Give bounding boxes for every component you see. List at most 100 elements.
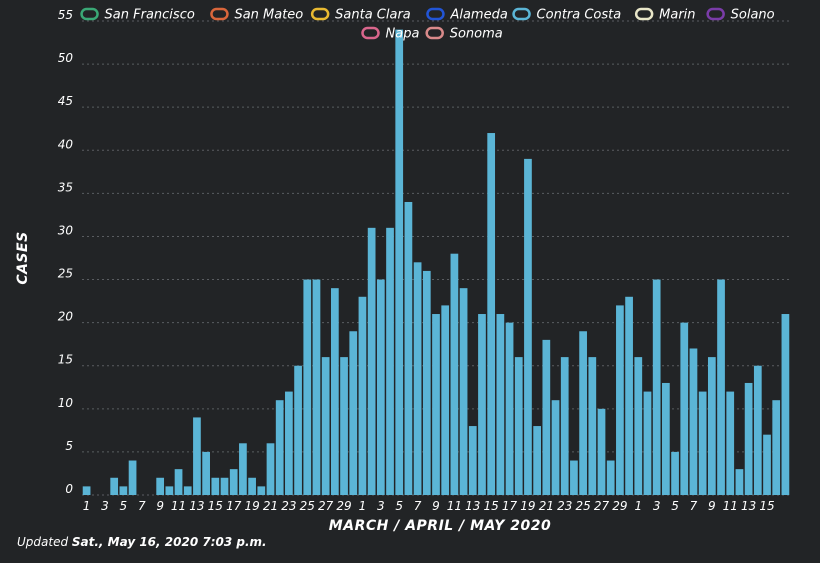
bar [763,434,771,495]
x-tick-label: 15 [208,499,223,513]
bar [781,314,790,495]
legend-label: Marin [659,8,695,23]
bar [570,460,578,495]
x-tick-label: 1 [83,499,91,513]
bar [450,253,459,495]
bar [533,426,542,495]
y-tick-label: 20 [58,310,74,324]
bar [772,400,781,495]
bar [183,486,192,495]
x-tick-label: 1 [634,499,642,513]
legend-label: Santa Clara [335,8,411,23]
x-tick-label: 21 [263,499,278,513]
bar [358,296,367,495]
legend-marker [512,7,531,21]
x-tick-label: 17 [502,499,518,513]
legend-marker [426,7,445,21]
x-tick-label: 27 [318,499,334,513]
x-tick-label: 25 [300,499,315,513]
legend-item[interactable]: Contra Costa [512,7,622,23]
bar [542,339,551,495]
bar [717,279,725,495]
bar [422,270,431,495]
bar [285,391,293,495]
legend-item[interactable]: Solano [706,7,775,23]
y-tick-label: 45 [58,94,73,108]
bar [376,279,385,495]
bar [487,133,496,495]
x-axis-title: MARCH / APRIL / MAY 2020 [329,518,551,534]
legend-marker [706,7,725,21]
bar [349,331,358,495]
x-tick-label: 11 [171,499,186,513]
x-tick-label: 23 [557,499,572,513]
bar [294,365,302,495]
legend-item[interactable]: Marin [634,8,696,23]
legend-item[interactable]: San Francisco [80,8,195,23]
x-tick-label: 7 [138,499,146,513]
bar [110,477,119,495]
legend-item[interactable]: Alameda [426,7,508,23]
bar [459,288,468,495]
y-tick-label: 35 [58,180,73,194]
bar [321,357,330,495]
bar [707,357,716,495]
bar [174,469,183,495]
legend-item[interactable]: Santa Clara [310,7,411,23]
legend-marker [361,26,380,40]
bar [413,262,422,495]
bar [367,227,376,495]
bar [119,486,128,495]
bar [468,426,477,495]
bar [211,477,220,495]
bar [726,391,735,495]
x-tick-label: 15 [759,499,774,513]
bar [478,314,486,495]
bar [432,314,440,495]
x-axis-ticks: 1 3 5 7 9 11 13 15 17 19 21 23 25 27 29 1 3 5 7 9 11 13 15 17 19… [83,499,775,513]
bar [229,469,238,495]
bar [496,314,505,495]
x-tick-label: 5 [395,499,403,513]
x-tick-label: 11 [447,499,462,513]
bar [597,408,606,495]
x-tick-label: 7 [414,499,422,513]
bar [735,469,744,495]
update-timestamp: Updated Sat., May 16, 2020 7:03 p.m. [17,535,267,549]
bar [505,322,514,495]
y-tick-label: 40 [58,137,74,151]
bar [662,382,670,495]
y-axis-title: CASES [15,231,31,284]
bar [744,382,753,495]
bar [202,451,210,495]
legend-label: Napa [386,27,420,42]
x-tick-label: 9 [156,499,164,513]
bar [386,227,394,495]
x-tick-label: 19 [244,499,259,513]
legend-item[interactable]: San Mateo [210,8,303,23]
legend-item[interactable]: Napa [361,26,420,42]
bar [312,279,321,495]
y-axis-ticks: 0 5 10 15 20 25 30 35 40 45 50 55 [58,8,74,496]
bar [698,391,707,495]
y-tick-label: 10 [58,396,74,410]
legend-item[interactable]: Sonoma [425,26,503,42]
y-tick-label: 55 [58,8,73,22]
x-tick-label: 3 [101,499,109,513]
bar [303,279,312,495]
bar [239,443,247,495]
x-tick-label: 5 [120,499,128,513]
bar [165,486,174,495]
x-tick-label: 11 [723,499,738,513]
bar [616,305,624,495]
bar [606,460,615,495]
x-tick-label: 3 [377,499,385,513]
x-tick-label: 17 [226,499,242,513]
bar [524,158,532,495]
bar [128,460,137,495]
bar [82,486,91,495]
bar [643,391,652,495]
legend-marker [425,26,444,40]
legend-marker [310,7,330,21]
bar [441,305,450,495]
